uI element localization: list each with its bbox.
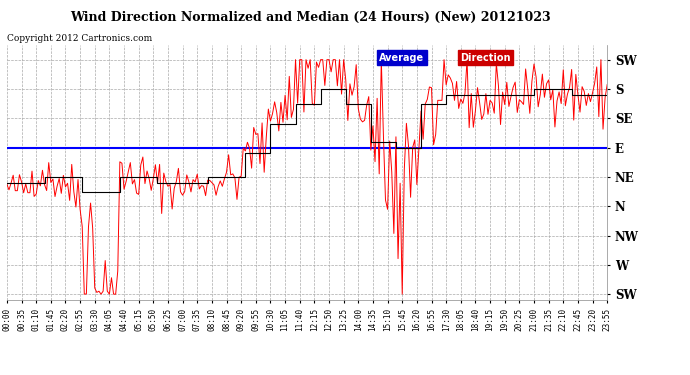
Text: Average: Average [379, 53, 424, 63]
Text: Wind Direction Normalized and Median (24 Hours) (New) 20121023: Wind Direction Normalized and Median (24… [70, 11, 551, 24]
Text: Direction: Direction [460, 53, 511, 63]
Text: Copyright 2012 Cartronics.com: Copyright 2012 Cartronics.com [7, 34, 152, 43]
